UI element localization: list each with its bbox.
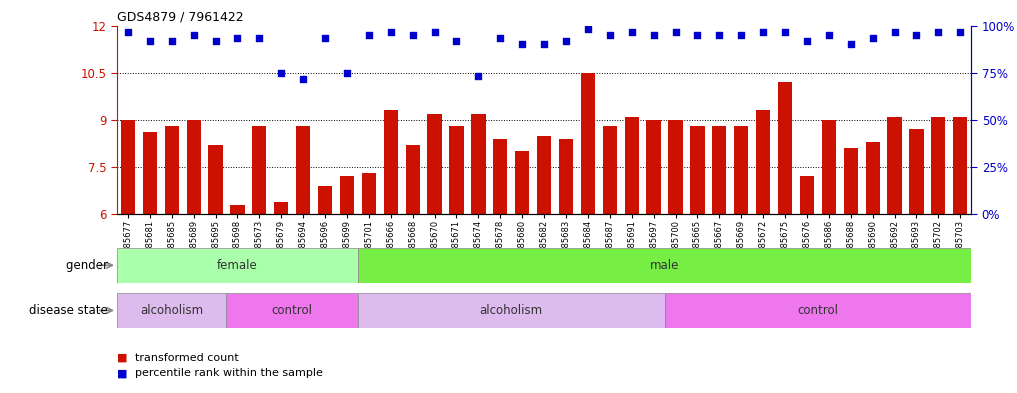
Text: ■: ■ xyxy=(117,353,127,363)
Point xyxy=(361,32,377,38)
Bar xyxy=(358,293,664,328)
Text: gender: gender xyxy=(66,259,112,272)
Text: percentile rank within the sample: percentile rank within the sample xyxy=(135,368,323,378)
Bar xyxy=(778,82,792,214)
Point xyxy=(843,41,859,48)
Bar xyxy=(362,173,376,214)
Bar xyxy=(865,142,880,214)
Bar xyxy=(275,202,289,214)
Point xyxy=(492,35,508,41)
Point xyxy=(229,35,245,41)
Bar xyxy=(668,120,682,214)
Bar xyxy=(624,117,639,214)
Bar xyxy=(559,139,574,214)
Point xyxy=(251,35,267,41)
Bar xyxy=(647,120,661,214)
Bar xyxy=(909,129,923,214)
Text: disease state: disease state xyxy=(29,304,112,317)
Bar xyxy=(471,114,485,214)
Point xyxy=(382,29,399,35)
Bar xyxy=(932,117,946,214)
Bar xyxy=(252,126,266,214)
Point xyxy=(295,76,311,82)
Point xyxy=(864,35,881,41)
Bar xyxy=(227,293,358,328)
Point xyxy=(339,70,355,76)
Text: male: male xyxy=(650,259,679,272)
Bar xyxy=(117,248,358,283)
Bar xyxy=(406,145,420,214)
Bar xyxy=(117,293,227,328)
Point xyxy=(580,26,596,32)
Point xyxy=(470,73,486,79)
Point xyxy=(317,35,334,41)
Bar xyxy=(822,120,836,214)
Point xyxy=(448,38,465,44)
Point xyxy=(558,38,575,44)
Bar xyxy=(603,126,617,214)
Point xyxy=(185,32,201,38)
Point xyxy=(798,38,815,44)
Point xyxy=(646,32,662,38)
Bar xyxy=(358,248,971,283)
Text: alcoholism: alcoholism xyxy=(480,304,543,317)
Point xyxy=(623,29,640,35)
Bar xyxy=(142,132,157,214)
Point xyxy=(931,29,947,35)
Bar xyxy=(756,110,770,214)
Point xyxy=(536,41,552,48)
Text: ■: ■ xyxy=(117,368,127,378)
Point xyxy=(164,38,180,44)
Point xyxy=(887,29,903,35)
Bar xyxy=(296,126,310,214)
Point xyxy=(952,29,968,35)
Point xyxy=(821,32,837,38)
Bar xyxy=(691,126,705,214)
Point xyxy=(602,32,618,38)
Bar xyxy=(953,117,967,214)
Bar xyxy=(208,145,223,214)
Bar xyxy=(515,151,529,214)
Point xyxy=(711,32,727,38)
Bar xyxy=(340,176,354,214)
Text: female: female xyxy=(217,259,257,272)
Bar xyxy=(427,114,441,214)
Point xyxy=(755,29,771,35)
Bar xyxy=(186,120,200,214)
Bar xyxy=(383,110,398,214)
Point xyxy=(667,29,683,35)
Bar xyxy=(450,126,464,214)
Point xyxy=(733,32,750,38)
Bar xyxy=(888,117,902,214)
Point xyxy=(514,41,530,48)
Text: transformed count: transformed count xyxy=(135,353,239,363)
Point xyxy=(274,70,290,76)
Text: alcoholism: alcoholism xyxy=(140,304,203,317)
Bar xyxy=(799,176,814,214)
Point xyxy=(690,32,706,38)
Bar xyxy=(493,139,507,214)
Text: control: control xyxy=(797,304,838,317)
Bar xyxy=(165,126,179,214)
Point xyxy=(426,29,442,35)
Bar xyxy=(537,136,551,214)
Point xyxy=(405,32,421,38)
Bar xyxy=(581,73,595,214)
Bar xyxy=(121,120,135,214)
Bar xyxy=(318,186,333,214)
Text: control: control xyxy=(272,304,312,317)
Point xyxy=(207,38,224,44)
Point xyxy=(908,32,924,38)
Bar xyxy=(734,126,749,214)
Bar xyxy=(844,148,858,214)
Bar xyxy=(712,126,726,214)
Point xyxy=(777,29,793,35)
Bar xyxy=(230,205,244,214)
Point xyxy=(141,38,158,44)
Bar xyxy=(664,293,971,328)
Point xyxy=(120,29,136,35)
Text: GDS4879 / 7961422: GDS4879 / 7961422 xyxy=(117,11,244,24)
